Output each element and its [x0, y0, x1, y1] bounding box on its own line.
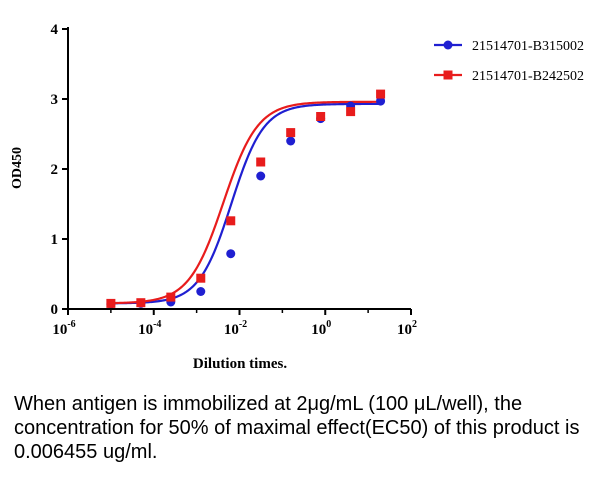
data-point	[166, 292, 176, 302]
x-ticks: 10-6 10-4 10-2 100 102	[52, 309, 417, 338]
data-points	[106, 89, 386, 309]
legend-label: 21514701-B242502	[472, 69, 584, 84]
x-tick-label: 10-4	[138, 319, 161, 338]
data-point	[286, 128, 296, 138]
data-point	[376, 96, 386, 106]
data-point	[136, 298, 146, 308]
y-ticks: 0 1 2 3 4	[51, 22, 68, 318]
x-tick-base: 10	[311, 322, 326, 338]
x-tick-exponent: 0	[326, 319, 331, 330]
y-axis-label: OD450	[10, 147, 25, 189]
legend: 21514701-B315002 21514701-B242502	[434, 39, 584, 84]
x-tick-base: 10	[138, 322, 153, 338]
x-tick-exponent: -4	[153, 319, 161, 330]
x-axis-label: Dilution times.	[193, 356, 287, 372]
x-tick-label: 102	[397, 319, 417, 338]
ec50-caption: When antigen is immobilized at 2μg/mL (1…	[14, 393, 580, 463]
y-tick-label: 1	[51, 232, 59, 248]
fit-curve-line	[110, 102, 381, 305]
x-tick-label: 10-6	[52, 319, 75, 338]
fit-curves	[110, 100, 381, 305]
data-point	[106, 298, 116, 308]
x-tick-exponent: -2	[239, 319, 247, 330]
x-tick-base: 10	[52, 322, 67, 338]
legend-label: 21514701-B315002	[472, 39, 584, 54]
data-point	[256, 157, 266, 167]
data-point	[196, 273, 206, 283]
fit-curve-line	[110, 100, 381, 305]
legend-marker	[443, 70, 453, 80]
x-tick-base: 10	[397, 322, 412, 338]
y-tick-label: 3	[51, 92, 59, 108]
data-point	[196, 287, 206, 296]
x-tick-label: 100	[311, 319, 331, 338]
x-tick-exponent: -6	[67, 319, 75, 330]
y-tick-label: 4	[51, 22, 59, 38]
y-tick-label: 2	[51, 162, 59, 178]
data-point	[226, 216, 236, 226]
data-point	[376, 89, 386, 99]
data-point	[256, 171, 266, 181]
data-point	[346, 107, 356, 117]
data-point	[286, 136, 296, 146]
x-tick-base: 10	[224, 322, 239, 338]
data-point	[226, 249, 236, 259]
x-tick-exponent: 2	[412, 319, 417, 330]
legend-marker	[443, 40, 453, 50]
y-tick-label: 0	[51, 302, 59, 318]
x-tick-label: 10-2	[224, 319, 247, 338]
data-point	[316, 112, 326, 121]
axes	[67, 27, 411, 310]
